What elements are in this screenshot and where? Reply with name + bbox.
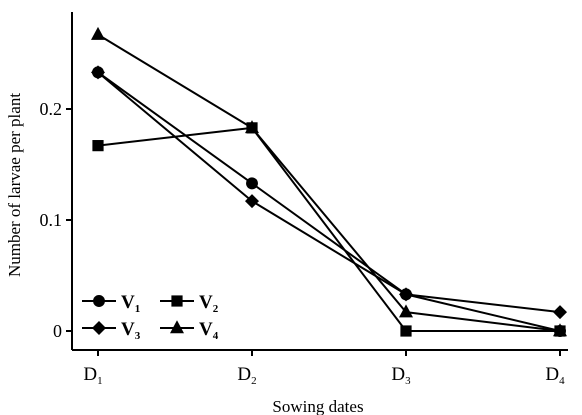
legend: V1 V2 V3 V4	[82, 292, 219, 342]
y-tick-label: 0.1	[40, 210, 63, 230]
legend-marker	[93, 295, 105, 307]
tick-marks: 0 0.1 0.2 D1 D2 D3 D4	[40, 99, 566, 387]
x-tick-label: D4	[545, 364, 565, 387]
x-tick-label: D2	[237, 364, 256, 387]
legend-label: V4	[199, 319, 219, 342]
legend-marker	[92, 321, 106, 335]
series-layer	[91, 26, 567, 337]
x-tick-label: D3	[391, 364, 411, 387]
data-point	[246, 177, 258, 190]
series-v3	[91, 65, 567, 320]
legend-item-v2: V2	[160, 292, 219, 315]
legend-marker	[170, 320, 184, 334]
data-point	[553, 323, 567, 337]
data-point	[245, 120, 259, 134]
y-tick-label: 0	[53, 321, 62, 341]
series-line-v1	[97, 71, 561, 332]
series-v4	[91, 26, 567, 337]
series-line-v3	[97, 71, 561, 314]
data-point	[245, 194, 259, 209]
data-point	[91, 26, 105, 40]
legend-marker	[171, 295, 183, 307]
data-point	[91, 65, 105, 80]
legend-label: V1	[121, 292, 140, 315]
axes	[71, 12, 568, 351]
x-axis-label: Sowing dates	[272, 397, 363, 415]
y-tick-label: 0.2	[40, 99, 63, 119]
legend-item-v3: V3	[82, 319, 141, 342]
legend-label: V3	[121, 319, 141, 342]
legend-item-v4: V4	[160, 319, 219, 342]
data-point	[399, 304, 413, 318]
data-point	[400, 325, 412, 337]
data-point	[92, 140, 104, 152]
y-axis-label: Number of larvae per plant	[5, 93, 24, 277]
data-point	[553, 305, 567, 320]
series-v1	[92, 66, 566, 337]
x-tick-label: D1	[83, 364, 102, 387]
series-line-v4	[97, 33, 561, 332]
data-point	[399, 287, 413, 302]
legend-label: V2	[199, 292, 219, 315]
legend-item-v1: V1	[82, 292, 140, 315]
